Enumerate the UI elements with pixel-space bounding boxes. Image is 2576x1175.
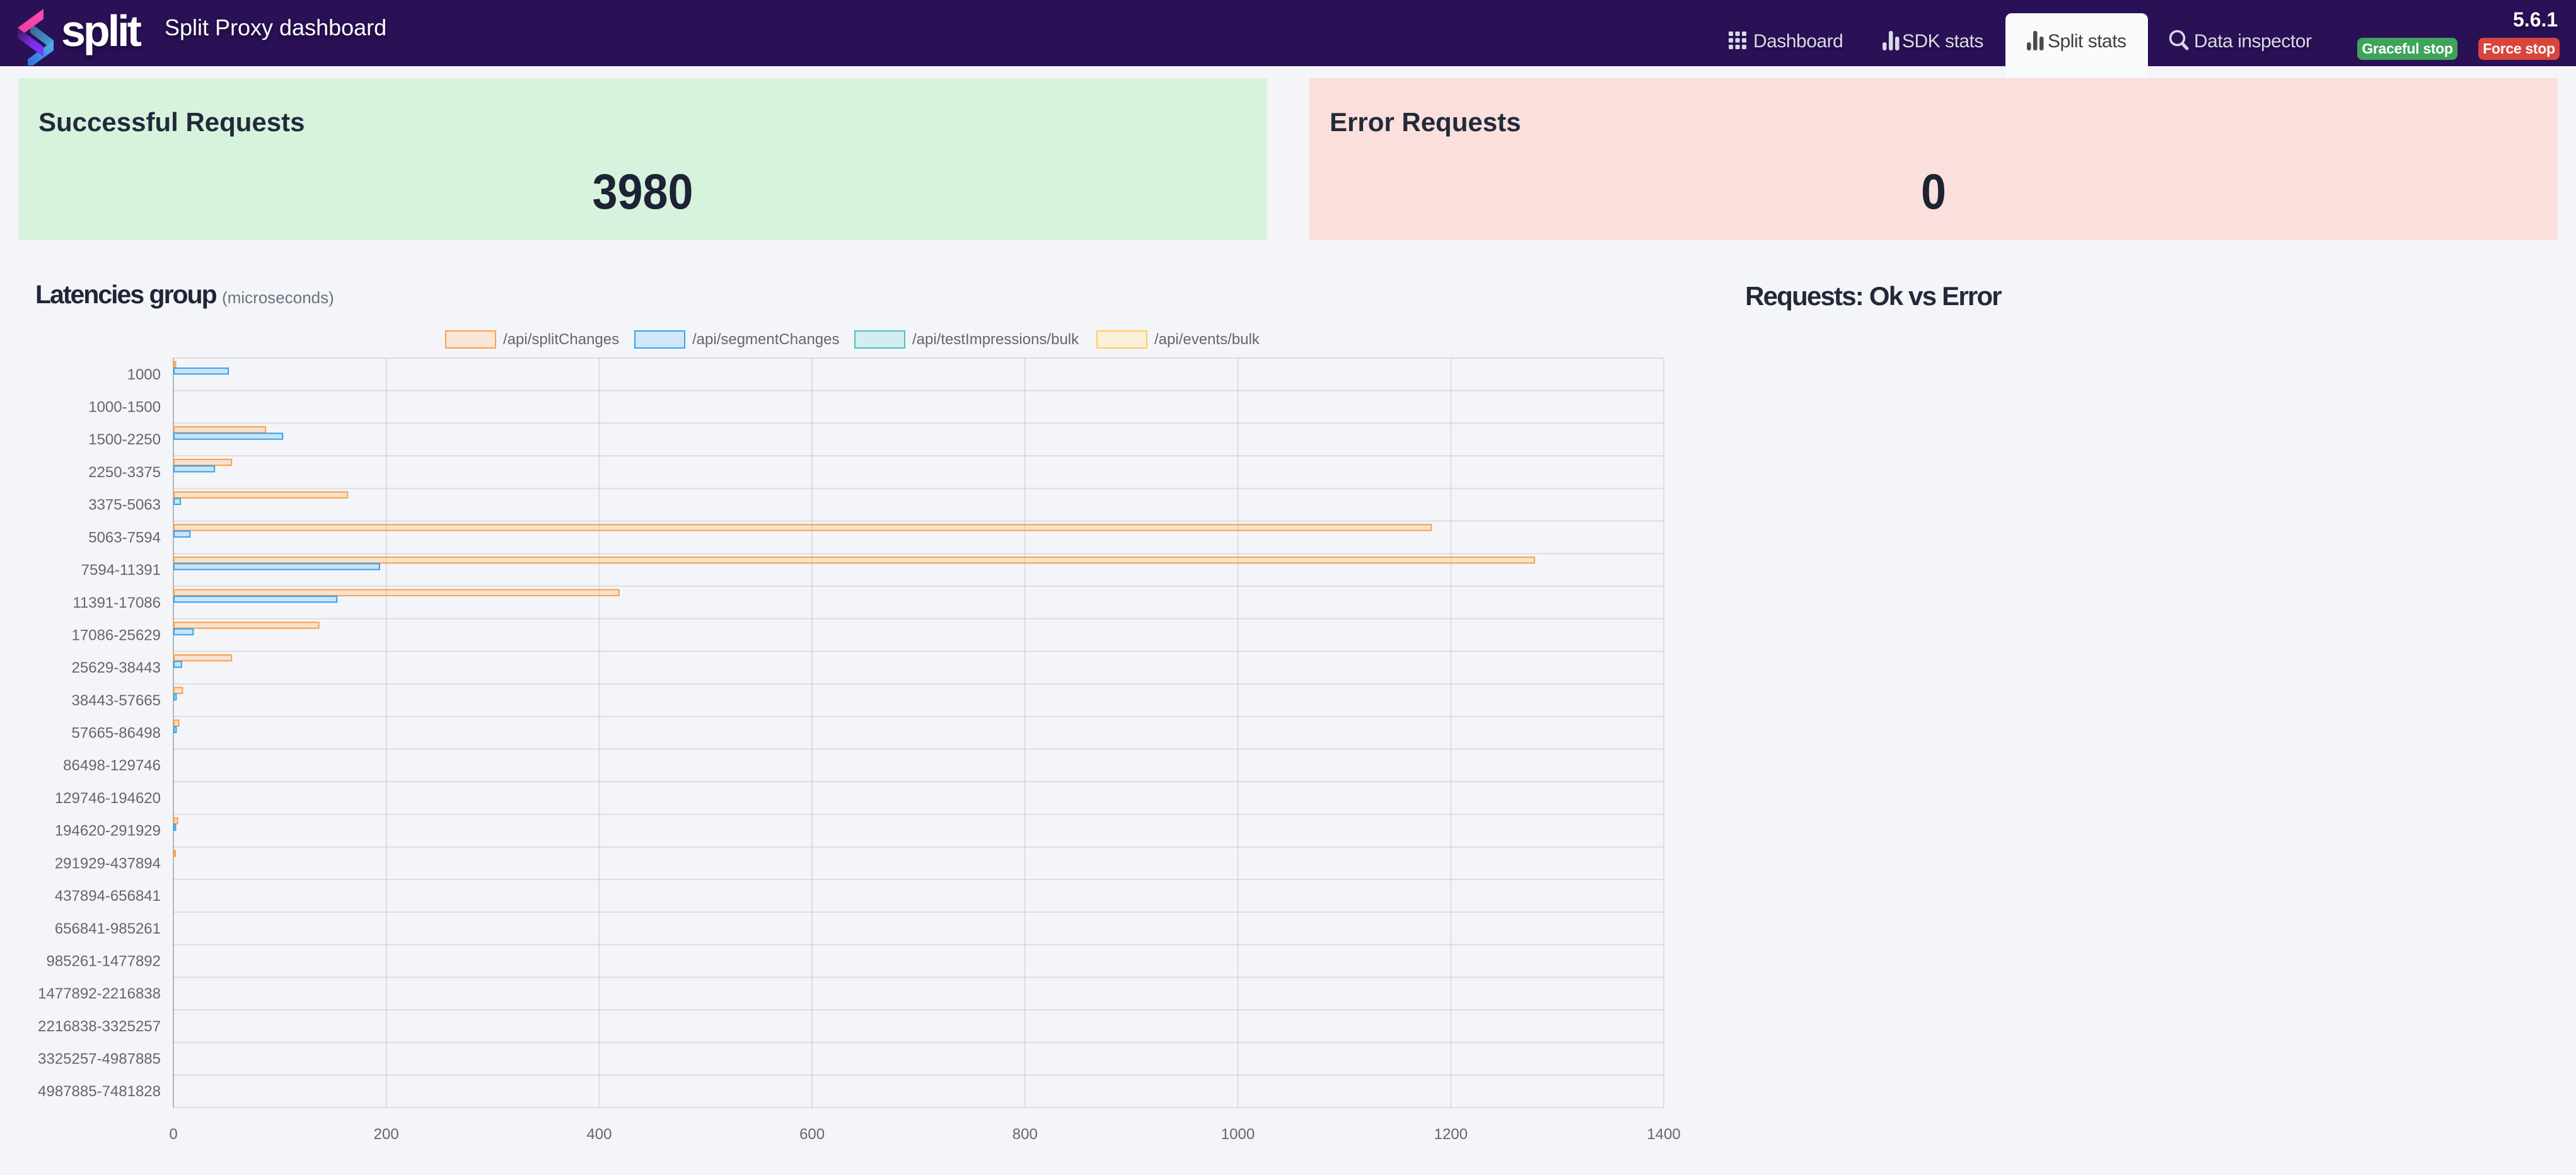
svg-text:129746-194620: 129746-194620 [55, 790, 161, 807]
svg-text:3325257-4987885: 3325257-4987885 [38, 1051, 161, 1068]
svg-text:194620-291929: 194620-291929 [55, 823, 161, 840]
svg-text:800: 800 [1012, 1126, 1038, 1143]
svg-text:600: 600 [799, 1126, 825, 1143]
svg-text:1477892-2216838: 1477892-2216838 [38, 985, 161, 1002]
svg-text:57665-86498: 57665-86498 [72, 725, 161, 742]
svg-text:38443-57665: 38443-57665 [72, 692, 161, 709]
svg-text:437894-656841: 437894-656841 [55, 888, 161, 905]
svg-text:7594-11391: 7594-11391 [81, 562, 161, 579]
svg-text:25629-38443: 25629-38443 [72, 659, 161, 676]
svg-text:4987885-7481828: 4987885-7481828 [38, 1083, 161, 1100]
svg-text:1000: 1000 [127, 366, 161, 383]
svg-text:291929-437894: 291929-437894 [55, 855, 161, 872]
svg-text:2250-3375: 2250-3375 [88, 464, 161, 481]
svg-text:5063-7594: 5063-7594 [88, 529, 161, 546]
svg-text:2216838-3325257: 2216838-3325257 [38, 1018, 161, 1035]
svg-text:985261-1477892: 985261-1477892 [46, 953, 161, 970]
svg-text:1000-1500: 1000-1500 [88, 399, 161, 416]
svg-text:1200: 1200 [1434, 1126, 1468, 1143]
svg-text:17086-25629: 17086-25629 [72, 627, 161, 644]
svg-text:3375-5063: 3375-5063 [88, 497, 161, 514]
svg-text:0: 0 [169, 1126, 177, 1143]
svg-text:11391-17086: 11391-17086 [73, 594, 161, 611]
svg-text:86498-129746: 86498-129746 [63, 757, 161, 774]
svg-text:1400: 1400 [1647, 1126, 1680, 1143]
svg-text:400: 400 [586, 1126, 612, 1143]
svg-text:200: 200 [374, 1126, 399, 1143]
svg-text:1500-2250: 1500-2250 [88, 431, 161, 448]
svg-text:1000: 1000 [1221, 1126, 1255, 1143]
svg-text:656841-985261: 656841-985261 [55, 920, 161, 937]
